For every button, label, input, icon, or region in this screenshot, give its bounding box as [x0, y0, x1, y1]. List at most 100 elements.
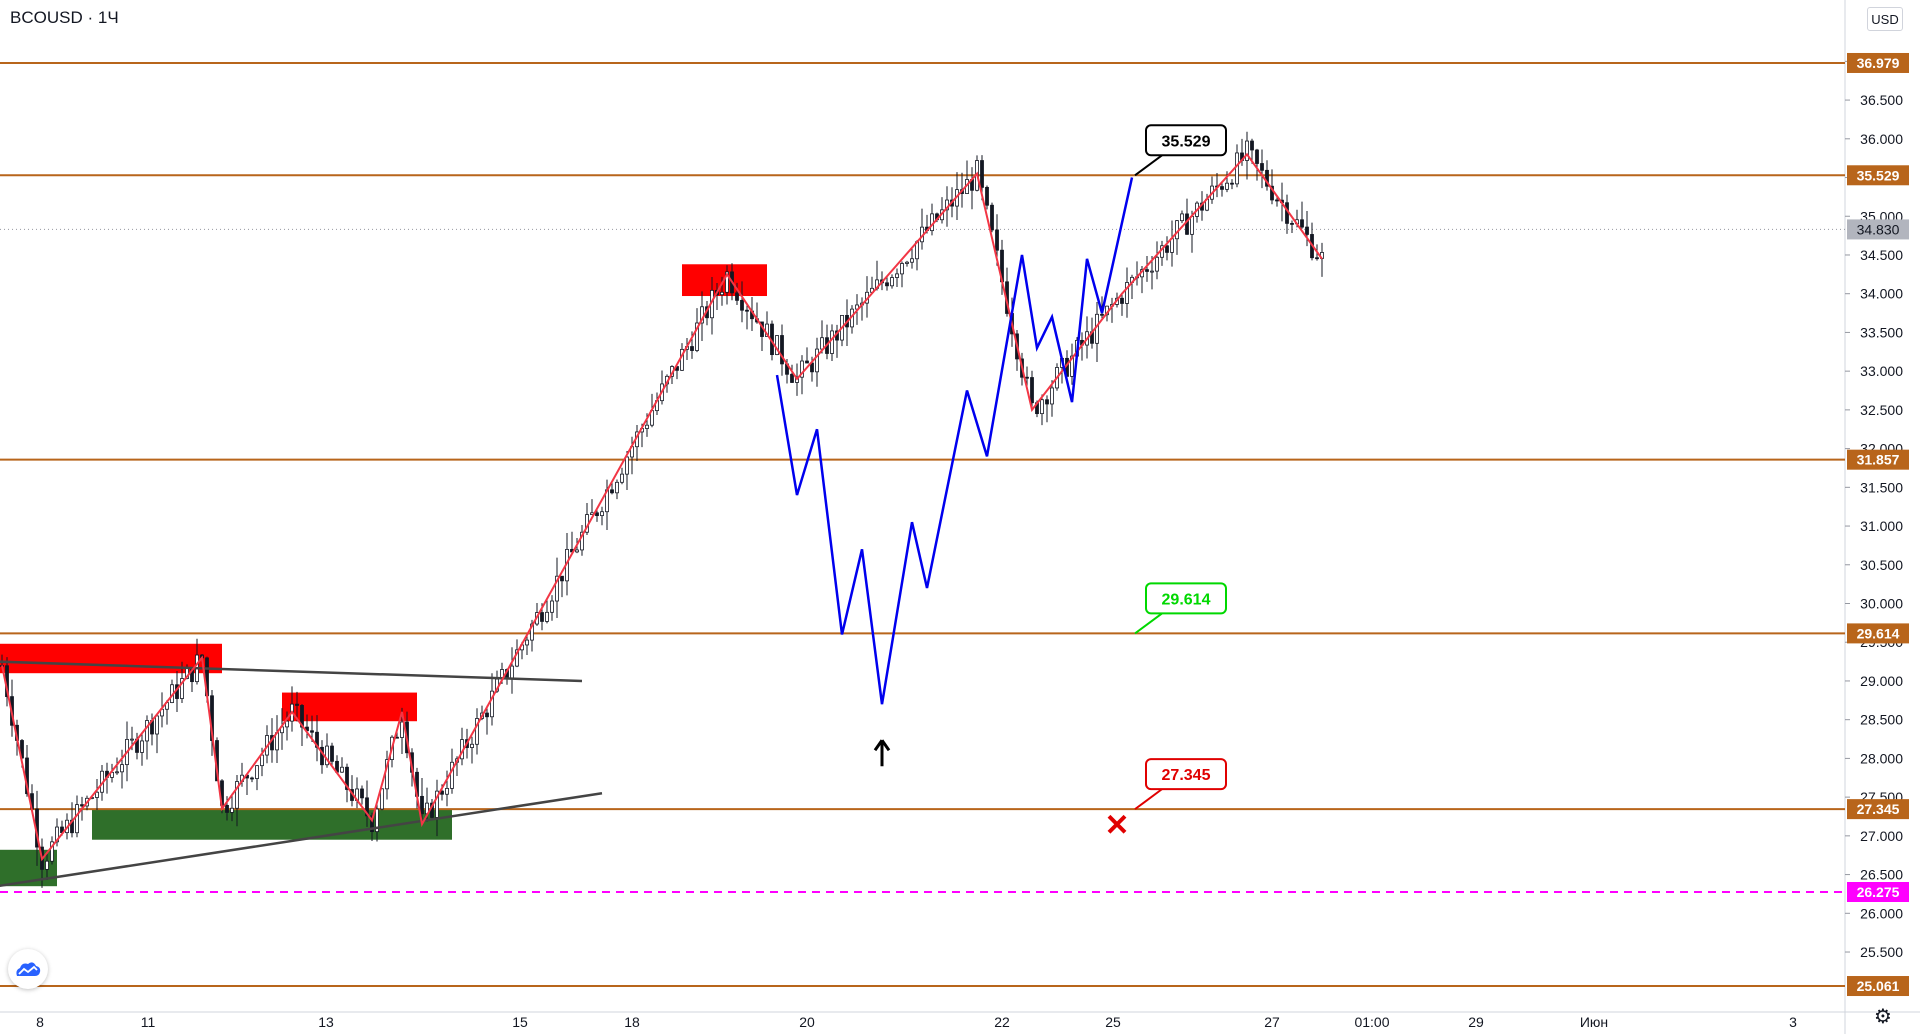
candle-body [725, 271, 729, 293]
candle-body [995, 229, 999, 251]
callout-pointer [1134, 788, 1163, 810]
candle-body [545, 611, 549, 622]
demand-zone [92, 808, 452, 840]
candles [0, 131, 1324, 888]
cross-icon [1107, 814, 1127, 834]
currency-button[interactable]: USD [1867, 7, 1903, 31]
candle-body [1180, 213, 1184, 222]
candle-body [555, 575, 559, 602]
candle-body [780, 335, 784, 365]
candle-body [310, 730, 314, 733]
candle-body [375, 808, 379, 833]
price-tick-label: 30.500 [1860, 557, 1903, 573]
callout-box [1145, 758, 1227, 791]
candle-body [610, 489, 614, 494]
current-price-label: 34.830 [1857, 221, 1900, 237]
time-tick-label: 27 [1264, 1014, 1280, 1030]
candle-body [1225, 182, 1229, 190]
candle-body [735, 292, 739, 301]
candle-body [1025, 376, 1029, 379]
callout-label: 29.614 [1162, 591, 1211, 608]
candle-body [250, 777, 254, 780]
price-tick-label: 30.000 [1860, 596, 1903, 612]
candle-body [575, 549, 579, 553]
price-tick-label: 32.500 [1860, 402, 1903, 418]
candle-body [255, 765, 259, 779]
candle-body [325, 745, 329, 766]
candle-body [235, 781, 239, 809]
trendline [0, 792, 603, 887]
time-tick-label: 15 [512, 1014, 528, 1030]
level-price-badge [1847, 976, 1909, 997]
drawings [0, 152, 1323, 887]
candle-body [1255, 149, 1259, 164]
candle-body [1250, 140, 1254, 151]
candle-body [900, 263, 904, 275]
current-price-badge [1847, 219, 1909, 240]
candle-body [1030, 377, 1034, 404]
up-arrow-icon [873, 739, 891, 767]
time-tick-label: 22 [994, 1014, 1010, 1030]
candle-body [445, 787, 449, 795]
cloud-icon [16, 962, 41, 976]
candle-body [550, 600, 554, 613]
price-tick-label: 34.000 [1860, 286, 1903, 302]
candle-body [330, 745, 334, 762]
candle-body [1190, 216, 1194, 235]
candle-body [380, 788, 384, 810]
candle-body [830, 330, 834, 354]
candle-body [420, 795, 424, 815]
price-tick-label: 29.000 [1860, 673, 1903, 689]
tradingview-logo-icon[interactable] [8, 949, 48, 989]
candle-body [180, 678, 184, 699]
price-axis[interactable]: 25.50026.00026.50027.00027.50028.00028.5… [1845, 52, 1909, 997]
time-tick-label: 8 [36, 1014, 44, 1030]
price-tick-label: 33.500 [1860, 324, 1903, 340]
callout-label: 35.529 [1162, 133, 1211, 150]
candle-body [45, 860, 49, 870]
candle-body [1315, 257, 1319, 260]
candle-body [80, 804, 84, 807]
time-axis[interactable]: 8 11 13 15 18 20 22 25 27 01:00 29 Июн 3 [36, 1014, 1797, 1030]
candle-body [485, 712, 489, 718]
candle-body [1165, 245, 1169, 253]
interval-label: 1Ч [97, 8, 119, 27]
candle-body [620, 473, 624, 483]
interval-separator: · [87, 8, 94, 27]
settings-gear-icon[interactable]: ⚙ [1874, 1005, 1892, 1028]
candle-body [1050, 387, 1054, 405]
candle-body [50, 841, 54, 862]
price-tick-label: 26.000 [1860, 905, 1903, 921]
candle-body [1045, 399, 1049, 405]
candle-body [295, 703, 299, 706]
candle-body [155, 715, 159, 735]
candle-body [1185, 213, 1189, 235]
candle-body [260, 754, 264, 767]
dashed-level-label: 26.275 [1857, 884, 1900, 900]
callout-box [1145, 582, 1227, 615]
candle-body [1265, 169, 1269, 187]
candle-body [910, 258, 914, 263]
level-price-badge [1847, 165, 1909, 186]
time-tick-label: 01:00 [1354, 1014, 1389, 1030]
time-tick-label: 20 [799, 1014, 815, 1030]
candle-body [1290, 222, 1294, 225]
candle-body [625, 456, 629, 475]
candle-body [815, 348, 819, 373]
candle-body [515, 649, 519, 667]
time-tick-label: 11 [141, 1014, 156, 1030]
levels [0, 61, 1845, 988]
candle-body [580, 531, 584, 551]
candle-body [525, 639, 529, 646]
candle-body [230, 807, 234, 813]
candle-body [95, 791, 99, 798]
candle-body [540, 612, 544, 622]
symbol-title[interactable]: BCOUSD · 1Ч [10, 8, 119, 28]
forecast-path [775, 177, 1134, 705]
trendline [0, 660, 583, 683]
callout-label: 27.345 [1162, 767, 1211, 784]
candle-body [890, 277, 894, 287]
candle-body [985, 186, 989, 206]
